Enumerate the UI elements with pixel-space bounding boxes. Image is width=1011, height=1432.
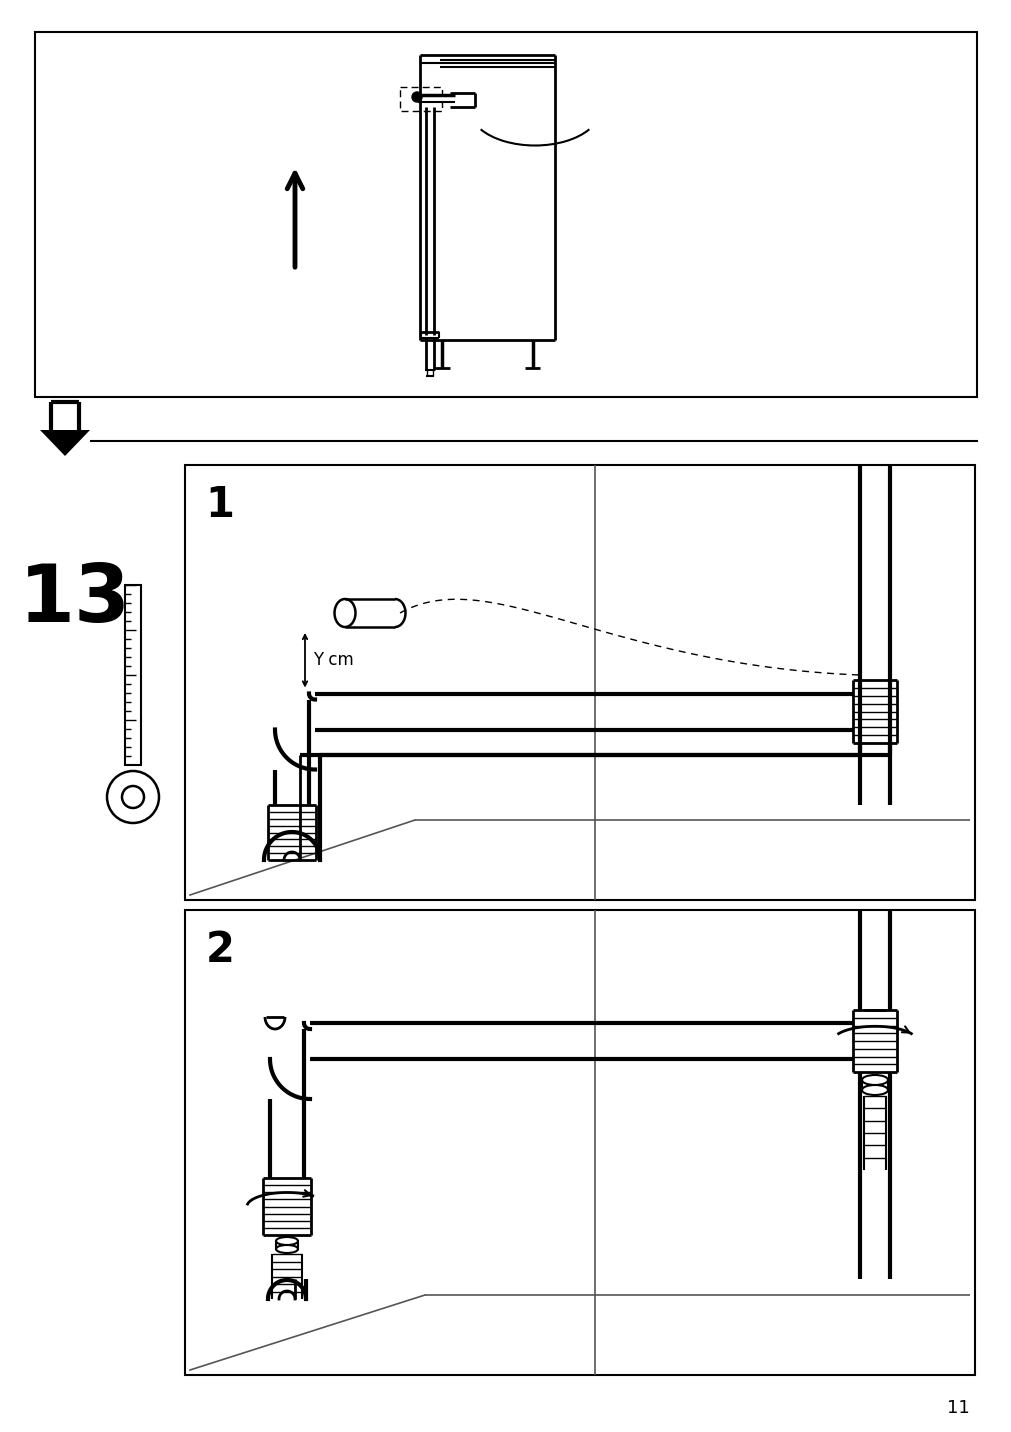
Ellipse shape [335, 599, 355, 627]
Circle shape [411, 92, 422, 102]
Ellipse shape [861, 1075, 887, 1085]
Bar [185, 465, 974, 899]
Ellipse shape [276, 1237, 297, 1244]
Text: 1: 1 [205, 484, 235, 526]
Text: 2: 2 [205, 929, 235, 971]
Bar [125, 586, 141, 765]
Text: 13: 13 [19, 561, 130, 639]
Text: 11: 11 [945, 1399, 969, 1418]
Bar [185, 909, 974, 1375]
Bar [35, 32, 976, 397]
Text: Y cm: Y cm [312, 652, 354, 669]
Polygon shape [40, 430, 90, 455]
